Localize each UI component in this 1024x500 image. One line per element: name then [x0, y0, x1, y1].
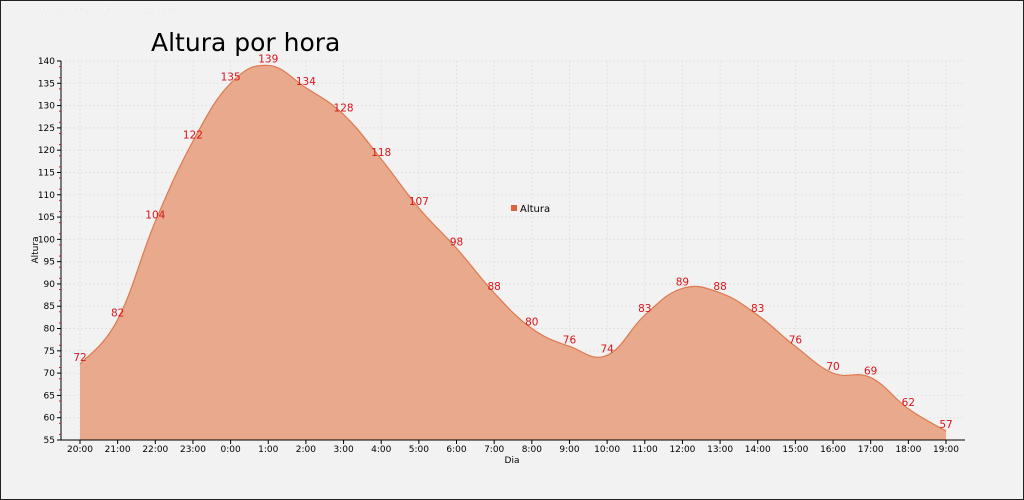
x-axis-title: Dia: [505, 456, 520, 466]
x-tick-label: 6:00: [446, 445, 466, 455]
data-label: 88: [713, 281, 726, 293]
x-tick-label: 10:00: [594, 445, 620, 455]
y-tick-label: 60: [44, 414, 56, 424]
y-tick-label: 120: [38, 146, 55, 156]
y-tick-label: 75: [44, 347, 55, 357]
legend-marker: [511, 205, 517, 211]
x-tick-label: 0:00: [220, 445, 240, 455]
data-label: 76: [563, 334, 577, 346]
data-label: 83: [751, 303, 764, 315]
data-label: 82: [111, 308, 124, 320]
area-line: [79, 64, 947, 432]
legend-label: Altura: [520, 204, 550, 215]
y-tick-label: 100: [38, 235, 55, 245]
data-label: 74: [600, 343, 614, 355]
y-tick-label: 110: [38, 191, 55, 201]
x-tick-label: 2:00: [296, 445, 316, 455]
data-label: 98: [450, 236, 463, 248]
x-tick-label: 5:00: [409, 445, 429, 455]
x-tick-label: 4:00: [371, 445, 391, 455]
data-label: 83: [638, 303, 651, 315]
x-tick-label: 14:00: [745, 445, 771, 455]
y-tick-label: 95: [44, 258, 55, 268]
y-tick-label: 70: [44, 369, 56, 379]
data-label: 134: [296, 76, 316, 88]
y-tick-label: 130: [38, 102, 55, 112]
x-tick-label: 19:00: [933, 445, 959, 455]
legend: Altura: [511, 204, 550, 215]
series-area: [79, 64, 947, 441]
x-tick-label: 20:00: [67, 445, 93, 455]
data-label: 104: [145, 210, 165, 222]
data-label: 89: [676, 276, 689, 288]
y-axis-title: Altura: [31, 236, 41, 263]
x-tick-label: 7:00: [484, 445, 504, 455]
y-tick-label: 105: [38, 213, 55, 223]
data-label: 69: [864, 366, 877, 378]
y-tick-label: 55: [44, 436, 55, 446]
x-tick-label: 17:00: [858, 445, 884, 455]
data-label: 70: [826, 361, 839, 373]
data-label: 72: [73, 352, 86, 364]
y-tick-label: 90: [44, 280, 56, 290]
area-fill: [80, 65, 946, 441]
y-tick-label: 80: [44, 325, 56, 335]
data-label: 122: [183, 129, 203, 141]
x-tick-label: 15:00: [782, 445, 808, 455]
y-tick-label: 65: [44, 391, 55, 401]
x-tick-label: 8:00: [522, 445, 542, 455]
y-tick-label: 115: [38, 168, 55, 178]
data-label: 62: [902, 397, 915, 409]
data-label: 57: [939, 419, 952, 431]
data-label: 76: [789, 334, 803, 346]
x-tick-label: 12:00: [669, 445, 695, 455]
watermark: WWW.MOLOI.COM ALTURA DEL RIO: [9, 6, 177, 14]
x-tick-label: 21:00: [105, 445, 131, 455]
x-tick-label: 23:00: [180, 445, 206, 455]
y-tick-label: 85: [44, 302, 55, 312]
x-tick-label: 9:00: [559, 445, 579, 455]
data-label: 128: [334, 103, 354, 115]
x-tick-label: 16:00: [820, 445, 846, 455]
x-tick-label: 3:00: [333, 445, 353, 455]
x-tick-label: 1:00: [258, 445, 278, 455]
axes: 55 60 65 70 75 80 85 90 95 100 105 110 115 120 125 130 1…: [38, 57, 965, 455]
x-tick-label: 18:00: [895, 445, 921, 455]
y-tick-label: 140: [38, 57, 55, 67]
y-tick-label: 135: [38, 79, 55, 89]
x-tick-label: 13:00: [707, 445, 733, 455]
data-label: 139: [258, 53, 278, 65]
chart-title: Altura por hora: [151, 28, 340, 57]
data-label: 135: [221, 71, 241, 83]
data-labels: 72 82 104 122 135 139 134 128 118 107 98 88 80 76 74 83…: [73, 53, 952, 431]
x-tick-label: 22:00: [142, 445, 168, 455]
data-label: 118: [371, 147, 391, 159]
x-tick-label: 11:00: [632, 445, 658, 455]
data-label: 80: [525, 317, 538, 329]
y-tick-label: 125: [38, 124, 55, 134]
data-label: 107: [409, 196, 429, 208]
data-label: 88: [487, 281, 500, 293]
